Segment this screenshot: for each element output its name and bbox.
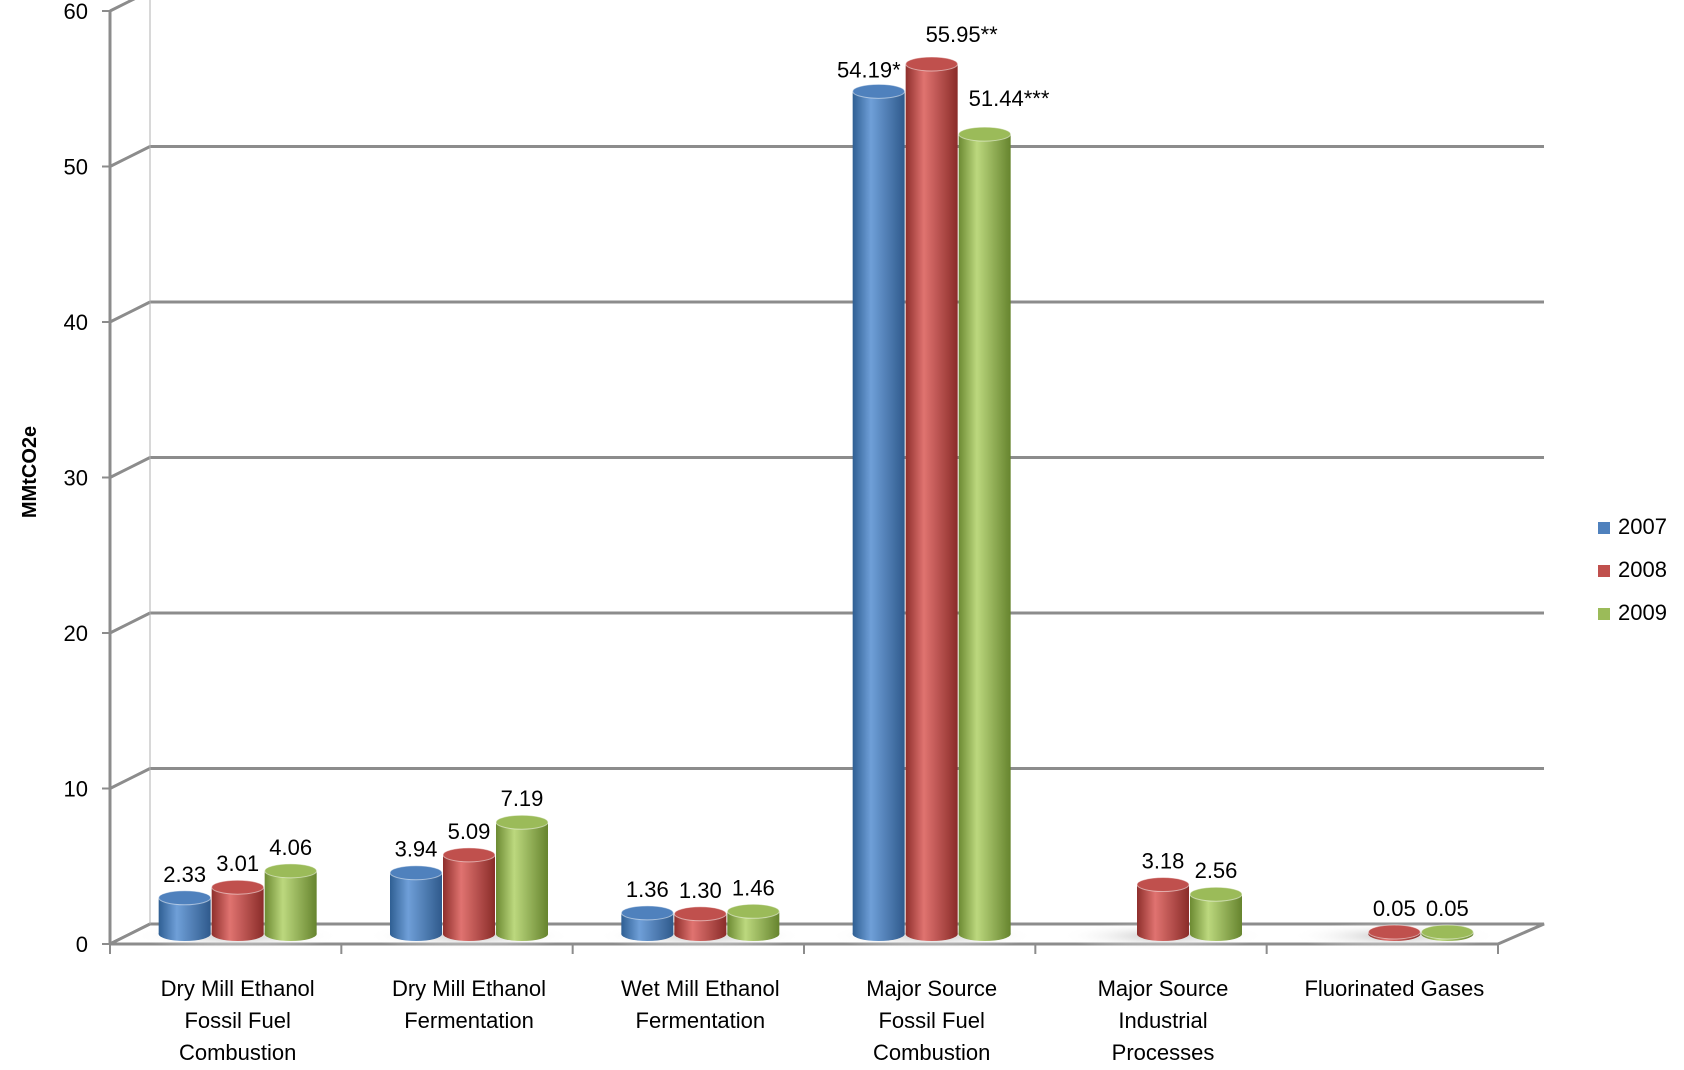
gridlines bbox=[109, 0, 1544, 946]
y-tick-label: 50 bbox=[64, 155, 88, 180]
bar-2007-cat-0 bbox=[158, 890, 212, 941]
data-label: 4.06 bbox=[269, 835, 312, 860]
category-label: Major Source Fossil Fuel Combustion bbox=[866, 976, 997, 1065]
category-label: Major Source Industrial Processes bbox=[1098, 976, 1229, 1065]
bar-2008-cat-5 bbox=[1367, 924, 1421, 941]
y-tick-label: 10 bbox=[64, 777, 88, 802]
category-label: Dry Mill Ethanol Fossil Fuel Combustion bbox=[161, 976, 315, 1065]
bar-2009-cat-2 bbox=[726, 903, 780, 941]
bars bbox=[134, 56, 1498, 950]
bar-2007-cat-1 bbox=[389, 865, 443, 941]
bar-2009-cat-1 bbox=[495, 814, 549, 941]
data-label: 1.46 bbox=[732, 875, 775, 900]
data-label: 3.94 bbox=[395, 837, 438, 862]
category-label: Fluorinated Gases bbox=[1304, 976, 1484, 1001]
legend-swatch-2009 bbox=[1598, 608, 1610, 620]
side-wall-gridline bbox=[109, 767, 151, 790]
y-tick-label: 30 bbox=[64, 466, 88, 491]
bar-2008-cat-1 bbox=[442, 847, 496, 941]
legend-label-2008: 2008 bbox=[1618, 557, 1667, 582]
data-label: 55.95** bbox=[926, 22, 999, 47]
bar-2009-cat-0 bbox=[264, 863, 318, 941]
data-label: 54.19* bbox=[837, 57, 901, 82]
data-label: 1.30 bbox=[679, 878, 722, 903]
bar-2009-cat-4 bbox=[1189, 886, 1243, 941]
category-label: Dry Mill Ethanol Fermentation bbox=[392, 976, 546, 1033]
y-tick-label: 60 bbox=[64, 0, 88, 24]
category-labels: Dry Mill Ethanol Fossil Fuel Combustion Dry… bbox=[161, 976, 1485, 1065]
y-tick-label: 20 bbox=[64, 621, 88, 646]
side-wall-gridline bbox=[109, 611, 151, 635]
y-tick-label: 40 bbox=[64, 310, 88, 335]
bar-2007-cat-2 bbox=[620, 905, 674, 941]
legend: 2007 2008 2009 bbox=[1598, 514, 1667, 625]
side-wall-gridline bbox=[109, 145, 151, 168]
axes bbox=[102, 0, 1545, 954]
data-label: 3.18 bbox=[1142, 849, 1185, 874]
legend-swatch-2008 bbox=[1598, 565, 1610, 577]
data-label: 1.36 bbox=[626, 877, 669, 902]
legend-label-2009: 2009 bbox=[1618, 600, 1667, 625]
side-wall-gridline bbox=[109, 0, 136, 13]
bar-2008-cat-0 bbox=[211, 879, 265, 941]
bar-2009-cat-5 bbox=[1420, 924, 1474, 941]
data-label: 3.01 bbox=[216, 851, 259, 876]
bar-2008-cat-4 bbox=[1136, 877, 1190, 941]
bar-2008-cat-3 bbox=[905, 56, 959, 941]
data-label: 2.56 bbox=[1195, 858, 1238, 883]
data-label: 5.09 bbox=[448, 819, 491, 844]
bar-2007-cat-3 bbox=[852, 83, 906, 941]
data-label: 51.44*** bbox=[969, 86, 1050, 111]
bar-2009-cat-3 bbox=[958, 126, 1012, 941]
bar-2008-cat-2 bbox=[673, 906, 727, 941]
data-label: 2.33 bbox=[163, 862, 206, 887]
data-label: 0.05 bbox=[1426, 896, 1469, 921]
legend-swatch-2007 bbox=[1598, 522, 1610, 534]
data-label: 0.05 bbox=[1373, 896, 1416, 921]
y-tick-labels: 0 10 20 30 40 50 60 bbox=[64, 0, 88, 957]
data-label: 7.19 bbox=[501, 786, 544, 811]
category-label: Wet Mill Ethanol Fermentation bbox=[621, 976, 780, 1033]
y-axis-label: MMtCO2e bbox=[19, 426, 41, 518]
data-labels: 2.33 3.01 4.06 3.94 5.09 7.19 1.36 1.30 1.46 54.1… bbox=[163, 22, 1468, 921]
side-wall-gridline bbox=[109, 300, 151, 324]
legend-label-2007: 2007 bbox=[1618, 514, 1667, 539]
side-wall-gridline bbox=[109, 456, 151, 479]
y-tick-label: 0 bbox=[76, 932, 88, 957]
